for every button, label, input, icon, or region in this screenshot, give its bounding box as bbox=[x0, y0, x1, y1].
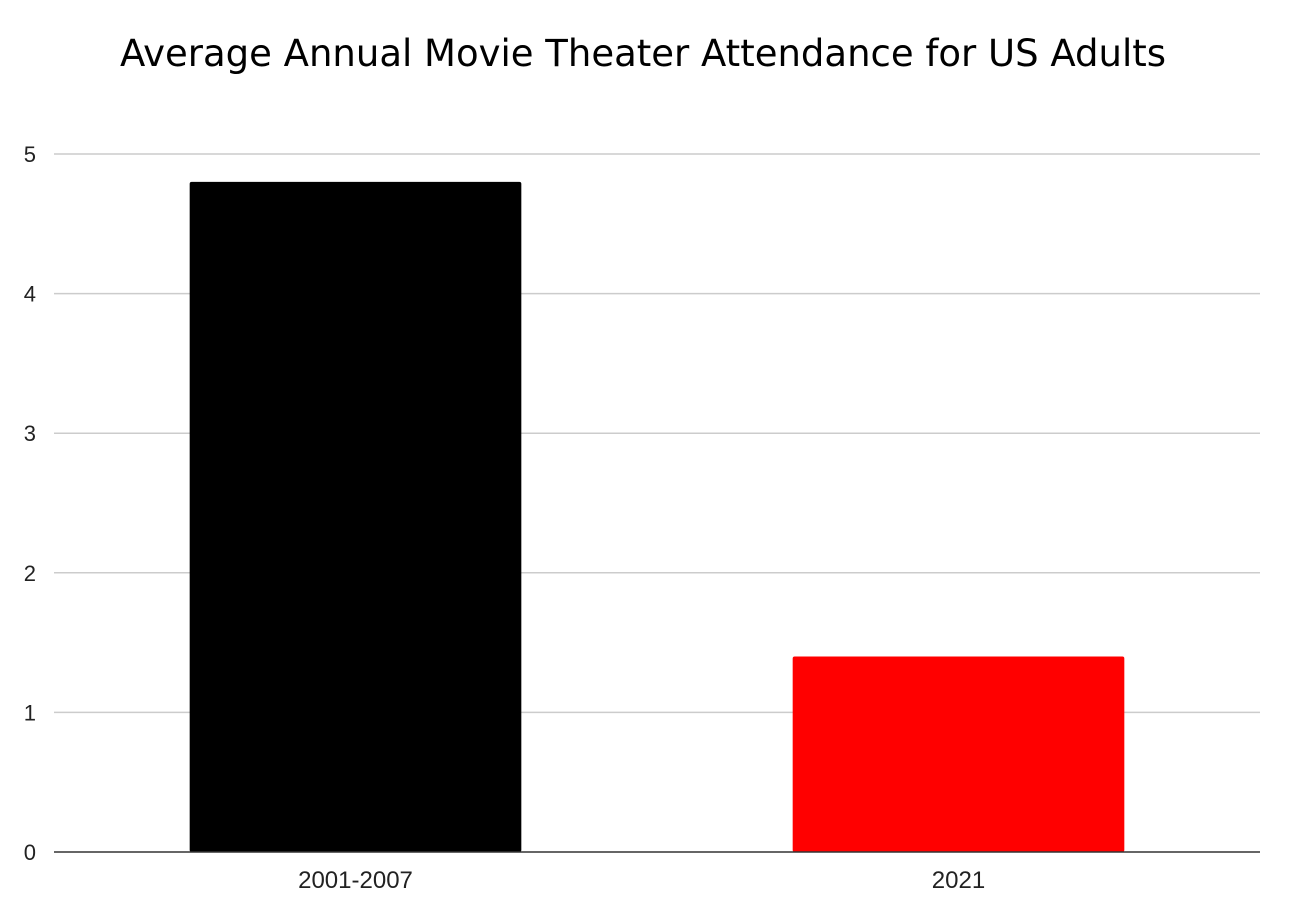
chart-title: Average Annual Movie Theater Attendance … bbox=[120, 32, 1166, 75]
y-axis-tick-labels: 0 1 2 3 4 5 bbox=[24, 142, 36, 865]
y-tick-label: 2 bbox=[24, 561, 36, 586]
y-tick-label: 0 bbox=[24, 840, 36, 865]
y-tick-label: 5 bbox=[24, 142, 36, 167]
x-axis-category-labels: 2001-2007 2021 bbox=[298, 867, 985, 894]
x-category-label: 2001-2007 bbox=[298, 867, 413, 894]
bars bbox=[189, 181, 1125, 853]
y-tick-label: 4 bbox=[24, 282, 36, 307]
x-category-label: 2021 bbox=[932, 867, 985, 894]
y-tick-label: 1 bbox=[24, 700, 36, 725]
bar-2001-2007 bbox=[189, 181, 522, 853]
bar-2021 bbox=[792, 656, 1125, 852]
y-tick-label: 3 bbox=[24, 421, 36, 446]
